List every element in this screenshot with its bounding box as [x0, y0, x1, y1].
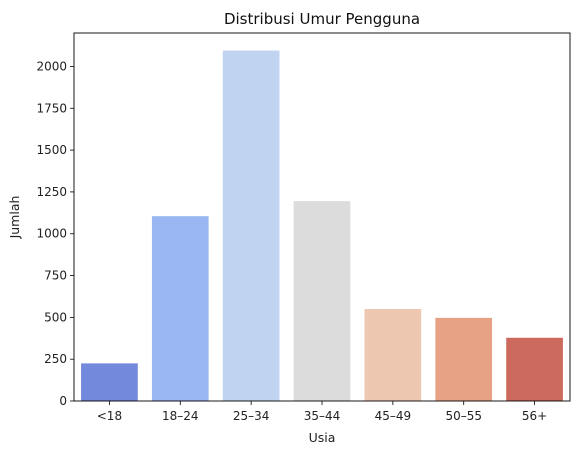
- chart-title: Distribusi Umur Pengguna: [224, 10, 420, 28]
- x-axis-ticks: <18 18–24 25–34 35–44 45–49 50–55 56+: [97, 401, 547, 423]
- bar-0: [81, 363, 138, 401]
- y-axis-label: Jumlah: [7, 196, 22, 240]
- bar-4: [364, 309, 422, 401]
- x-tick-label: 56+: [522, 409, 547, 423]
- y-tick-label: 0: [59, 394, 67, 408]
- y-tick-label: 1000: [36, 227, 67, 241]
- y-tick-label: 1250: [36, 185, 67, 199]
- y-tick-label: 750: [44, 269, 67, 283]
- y-tick-label: 1750: [36, 101, 67, 115]
- y-tick-label: 250: [44, 352, 67, 366]
- bar-1: [151, 216, 209, 401]
- x-tick-label: 45–49: [375, 409, 412, 423]
- x-tick-label: 50–55: [445, 409, 482, 423]
- bar-2: [222, 50, 280, 402]
- bar-6: [506, 337, 563, 401]
- x-tick-label: <18: [97, 409, 122, 423]
- x-tick-label: 25–34: [233, 409, 270, 423]
- y-tick-label: 2000: [36, 59, 67, 73]
- plot-frame: [73, 32, 571, 402]
- y-tick-label: 1500: [36, 143, 67, 157]
- bars-group: [81, 50, 563, 402]
- y-axis-ticks: 0 250 500 750 1000 1250 1500 1750 2000: [36, 59, 74, 408]
- x-tick-label: 35–44: [304, 409, 341, 423]
- x-tick-label: 18–24: [162, 409, 199, 423]
- y-tick-label: 500: [44, 310, 67, 324]
- x-axis-label: Usia: [309, 430, 336, 445]
- bar-3: [293, 201, 351, 401]
- bar-5: [435, 317, 493, 401]
